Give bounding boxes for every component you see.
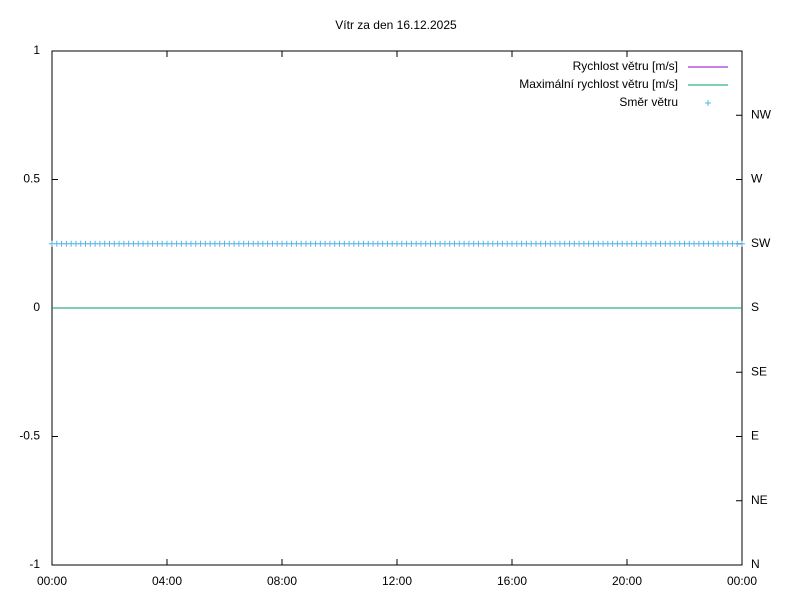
y-tick-label: 0 — [33, 300, 40, 314]
x-tick-label: 16:00 — [497, 574, 527, 588]
x-tick-label: 08:00 — [267, 574, 297, 588]
y2-tick-label: NE — [751, 493, 768, 507]
y2-tick-label: W — [751, 172, 763, 186]
legend-label: Maximální rychlost větru [m/s] — [519, 77, 678, 91]
y-tick-label: -1 — [29, 557, 40, 571]
x-tick-label: 00:00 — [37, 574, 67, 588]
y2-tick-label: E — [751, 429, 759, 443]
legend-label: Směr větru — [619, 95, 678, 109]
y2-tick-label: SE — [751, 364, 767, 378]
x-tick-label: 12:00 — [382, 574, 412, 588]
y-tick-label: 1 — [33, 43, 40, 57]
y2-tick-label: SW — [751, 236, 771, 250]
y-tick-label: -0.5 — [19, 429, 40, 443]
direction-point — [739, 240, 745, 247]
y2-tick-label: N — [751, 557, 760, 571]
y-tick-label: 0.5 — [23, 172, 40, 186]
legend-label: Rychlost větru [m/s] — [573, 59, 678, 73]
chart-title: Vítr za den 16.12.2025 — [335, 18, 457, 32]
x-tick-label: 20:00 — [612, 574, 642, 588]
y2-tick-label: NW — [751, 107, 772, 121]
legend-marker — [705, 100, 711, 106]
x-tick-label: 04:00 — [152, 574, 182, 588]
y2-tick-label: S — [751, 300, 759, 314]
x-tick-label: 00:00 — [727, 574, 757, 588]
